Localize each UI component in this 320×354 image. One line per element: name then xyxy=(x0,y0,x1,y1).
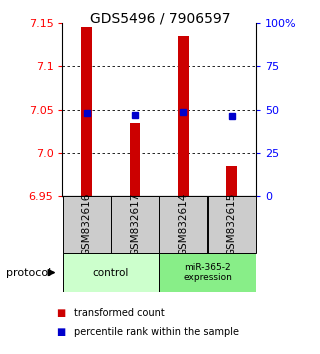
Bar xyxy=(81,27,92,196)
Text: miR-365-2
expression: miR-365-2 expression xyxy=(183,263,232,282)
Text: percentile rank within the sample: percentile rank within the sample xyxy=(74,327,239,337)
Text: GSM832616: GSM832616 xyxy=(82,193,92,257)
Text: GDS5496 / 7906597: GDS5496 / 7906597 xyxy=(90,11,230,25)
Bar xyxy=(63,253,159,292)
Text: GSM832617: GSM832617 xyxy=(130,193,140,257)
Text: protocol: protocol xyxy=(6,268,52,278)
Text: GSM832615: GSM832615 xyxy=(227,193,237,257)
Text: ■: ■ xyxy=(56,308,65,318)
Text: transformed count: transformed count xyxy=(74,308,164,318)
Bar xyxy=(178,36,189,196)
Text: GSM832614: GSM832614 xyxy=(179,193,188,257)
Bar xyxy=(63,196,110,253)
Bar xyxy=(159,253,256,292)
Text: control: control xyxy=(92,268,129,278)
Bar xyxy=(159,196,207,253)
Bar xyxy=(208,196,256,253)
Bar xyxy=(111,196,159,253)
Text: ■: ■ xyxy=(56,327,65,337)
Bar xyxy=(130,123,140,196)
Bar xyxy=(227,166,237,196)
